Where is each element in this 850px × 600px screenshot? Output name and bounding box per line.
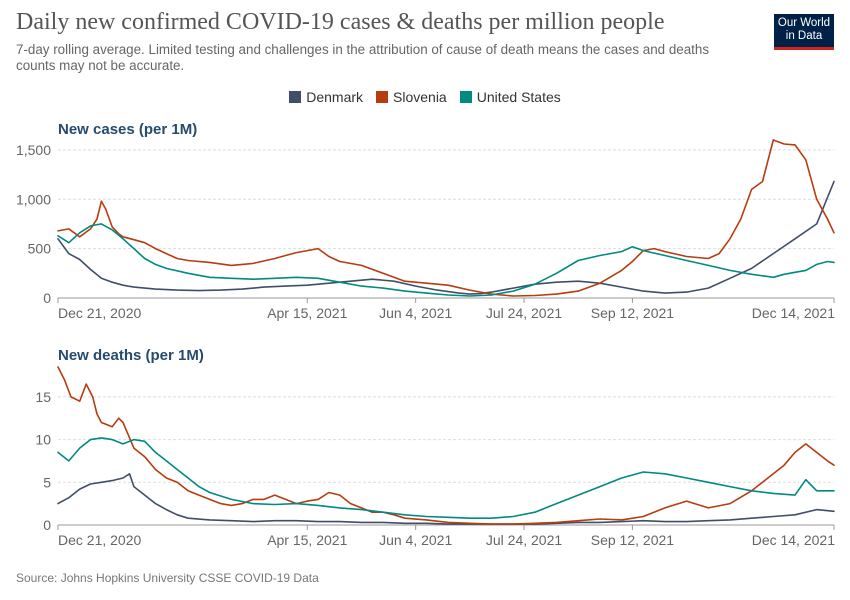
owid-logo[interactable]: Our World in Data — [774, 14, 834, 50]
cases-x-tick-label: Apr 15, 2021 — [267, 305, 347, 321]
cases-x-tick-label: Sep 12, 2021 — [591, 305, 675, 321]
deaths-line-denmark[interactable] — [57, 472, 835, 525]
legend-item-united-states[interactable]: United States — [459, 89, 561, 105]
cases-y-tick-label: 1,500 — [16, 142, 51, 158]
cases-y-tick-label: 500 — [28, 241, 52, 257]
deaths-y-tick-label: 10 — [35, 432, 51, 448]
cases-x-tick-label: Jul 24, 2021 — [486, 305, 562, 321]
deaths-x-tick-label: Jun 4, 2021 — [379, 532, 452, 548]
cases-y-tick-label: 1,000 — [16, 191, 51, 207]
cases-x-tick-label: Dec 14, 2021 — [752, 305, 835, 321]
chart-subtitle: 7-day rolling average. Limited testing a… — [16, 42, 710, 73]
cases-panel-title: New cases (per 1M) — [58, 121, 198, 138]
deaths-panel-title: New deaths (per 1M) — [58, 347, 204, 364]
source-note: Source: Johns Hopkins University CSSE CO… — [16, 571, 319, 585]
deaths-y-tick-label: 5 — [43, 474, 51, 490]
deaths-y-tick-label: 0 — [43, 517, 51, 533]
deaths-line-united-states[interactable] — [57, 437, 835, 520]
legend-label-slovenia: Slovenia — [393, 89, 447, 105]
legend: Denmark Slovenia United States — [0, 89, 850, 105]
deaths-x-tick-label: Sep 12, 2021 — [591, 532, 675, 548]
cases-line-denmark[interactable] — [57, 180, 835, 295]
deaths-x-tick-label: Apr 15, 2021 — [267, 532, 347, 548]
legend-item-slovenia[interactable]: Slovenia — [376, 89, 447, 105]
logo-line-1: Our World — [777, 17, 831, 29]
cases-x-tick-label: Dec 21, 2020 — [58, 305, 141, 321]
cases-line-slovenia[interactable] — [57, 139, 835, 297]
chart-title: Daily new confirmed COVID-19 cases & dea… — [16, 9, 665, 35]
legend-item-denmark[interactable]: Denmark — [289, 89, 363, 105]
legend-swatch-denmark — [289, 91, 302, 103]
deaths-chart[interactable]: 0 5 10 15 Dec 21, 2020 Apr 15, 2021 Jun 4, 202… — [35, 366, 835, 548]
deaths-x-tick-label: Dec 21, 2020 — [58, 532, 141, 548]
legend-swatch-united-states — [459, 91, 472, 103]
cases-chart[interactable]: 0 500 1,000 1,500 Dec 21, 2020 Apr 15, 2021 Ju… — [16, 139, 835, 321]
deaths-x-tick-label: Dec 14, 2021 — [752, 532, 835, 548]
cases-x-tick-label: Jun 4, 2021 — [379, 305, 452, 321]
deaths-y-tick-label: 15 — [35, 389, 51, 405]
legend-label-united-states: United States — [476, 89, 561, 105]
legend-swatch-slovenia — [376, 91, 389, 103]
deaths-line-slovenia[interactable] — [57, 366, 835, 525]
legend-label-denmark: Denmark — [306, 89, 364, 105]
cases-line-united-states[interactable] — [57, 223, 835, 297]
cases-y-tick-label: 0 — [43, 290, 51, 306]
logo-line-2: in Data — [785, 30, 823, 42]
deaths-x-tick-label: Jul 24, 2021 — [486, 532, 562, 548]
